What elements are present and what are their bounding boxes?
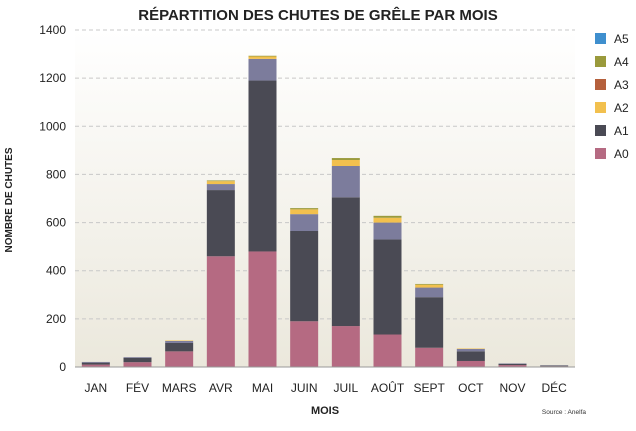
plot-area (75, 30, 575, 367)
bar-segment-a1 (540, 366, 568, 367)
x-tick-labels: JAN FÉV MARS AVR MAI JUIN JUIL AOÛT SEPT OCT NOV DÉ… (84, 380, 567, 395)
bar-segment-a1 (499, 364, 527, 365)
bar-segment-a2 (415, 288, 443, 298)
bar-segment-a1 (332, 197, 360, 326)
bar-segment-a4 (290, 208, 318, 209)
y-tick-labels: 0 200 400 600 800 1000 1200 1400 (39, 23, 66, 374)
bar-segment-a0 (374, 335, 402, 367)
chart-title: RÉPARTITION DES CHUTES DE GRÊLE PAR MOIS (138, 6, 497, 24)
bar-segment-a3 (207, 181, 235, 184)
bar-segment-a2 (124, 357, 152, 358)
legend-swatch-a4 (595, 56, 606, 67)
x-tick-label: JAN (84, 381, 107, 395)
bar-segment-a0 (249, 251, 277, 367)
bar-segment-a1 (415, 297, 443, 348)
bar-segment-a4 (249, 56, 277, 57)
x-tick-label: AOÛT (371, 380, 405, 395)
y-tick-label: 600 (46, 216, 66, 230)
bar-segment-a1 (82, 363, 110, 365)
bar-segment-a1 (249, 81, 277, 252)
y-tick-label: 1200 (39, 71, 66, 85)
bar-segment-a0 (332, 326, 360, 367)
x-tick-label: SEPT (413, 381, 445, 395)
legend-swatch-a2 (595, 102, 606, 113)
bar-segment-a1 (290, 231, 318, 321)
bar-segment-a0 (290, 321, 318, 367)
y-tick-label: 400 (46, 264, 66, 278)
bar-segment-a1 (374, 239, 402, 334)
legend: A5 A4 A3 A2 A1 A0 (595, 32, 629, 161)
bar-segment-a1 (124, 358, 152, 362)
bar-segment-a1 (165, 343, 193, 351)
bar-segment-a2 (82, 362, 110, 363)
legend-label: A0 (614, 147, 629, 161)
legend-label: A4 (614, 55, 629, 69)
bar-segment-a3 (415, 285, 443, 288)
bar-segment-a1 (207, 190, 235, 256)
y-tick-label: 200 (46, 312, 66, 326)
x-tick-label: MAI (252, 381, 273, 395)
bar-segment-a3 (374, 218, 402, 223)
x-tick-label: JUIL (333, 381, 358, 395)
bar-segment-a4 (207, 180, 235, 181)
bar-segment-a2 (207, 184, 235, 190)
bar-segment-a3 (249, 56, 277, 58)
bar-segment-a2 (457, 349, 485, 351)
legend-label: A2 (614, 101, 629, 115)
x-tick-label: OCT (458, 381, 484, 395)
bar-segment-a0 (207, 256, 235, 367)
legend-swatch-a0 (595, 148, 606, 159)
x-tick-label: NOV (499, 381, 525, 395)
x-tick-label: JUIN (291, 381, 318, 395)
bar-segment-a4 (374, 216, 402, 218)
bar-segment-a0 (124, 362, 152, 367)
bar-segment-a0 (457, 361, 485, 367)
x-axis-label: MOIS (311, 405, 339, 417)
legend-label: A1 (614, 124, 629, 138)
bar-segment-a2 (332, 166, 360, 197)
legend-label: A5 (614, 32, 629, 46)
bar-segment-a0 (415, 348, 443, 367)
y-tick-label: 800 (46, 167, 66, 181)
source-note: Source : Anelfa (542, 409, 586, 416)
x-tick-label: DÉC (541, 380, 567, 395)
y-axis-label: NOMBRE DE CHUTES (4, 147, 15, 252)
y-tick-label: 1000 (39, 119, 66, 133)
bar-segment-a0 (165, 351, 193, 367)
x-tick-label: AVR (209, 381, 233, 395)
bar-segment-a2 (374, 223, 402, 240)
legend-swatch-a5 (595, 33, 606, 44)
x-tick-label: MARS (162, 381, 197, 395)
bar-segment-a1 (457, 351, 485, 361)
bar-segment-a2 (249, 59, 277, 81)
bar-segment-a3 (332, 160, 360, 166)
legend-swatch-a1 (595, 125, 606, 136)
bar-segment-a2 (165, 341, 193, 343)
y-tick-label: 1400 (39, 23, 66, 37)
bar-segment-a2 (290, 214, 318, 231)
x-tick-label: FÉV (126, 380, 149, 395)
legend-label: A3 (614, 78, 629, 92)
bar-segment-a4 (415, 284, 443, 285)
y-tick-label: 0 (59, 360, 66, 374)
bar-segment-a4 (332, 158, 360, 160)
bar-segment-a3 (290, 209, 318, 214)
legend-swatch-a3 (595, 79, 606, 90)
